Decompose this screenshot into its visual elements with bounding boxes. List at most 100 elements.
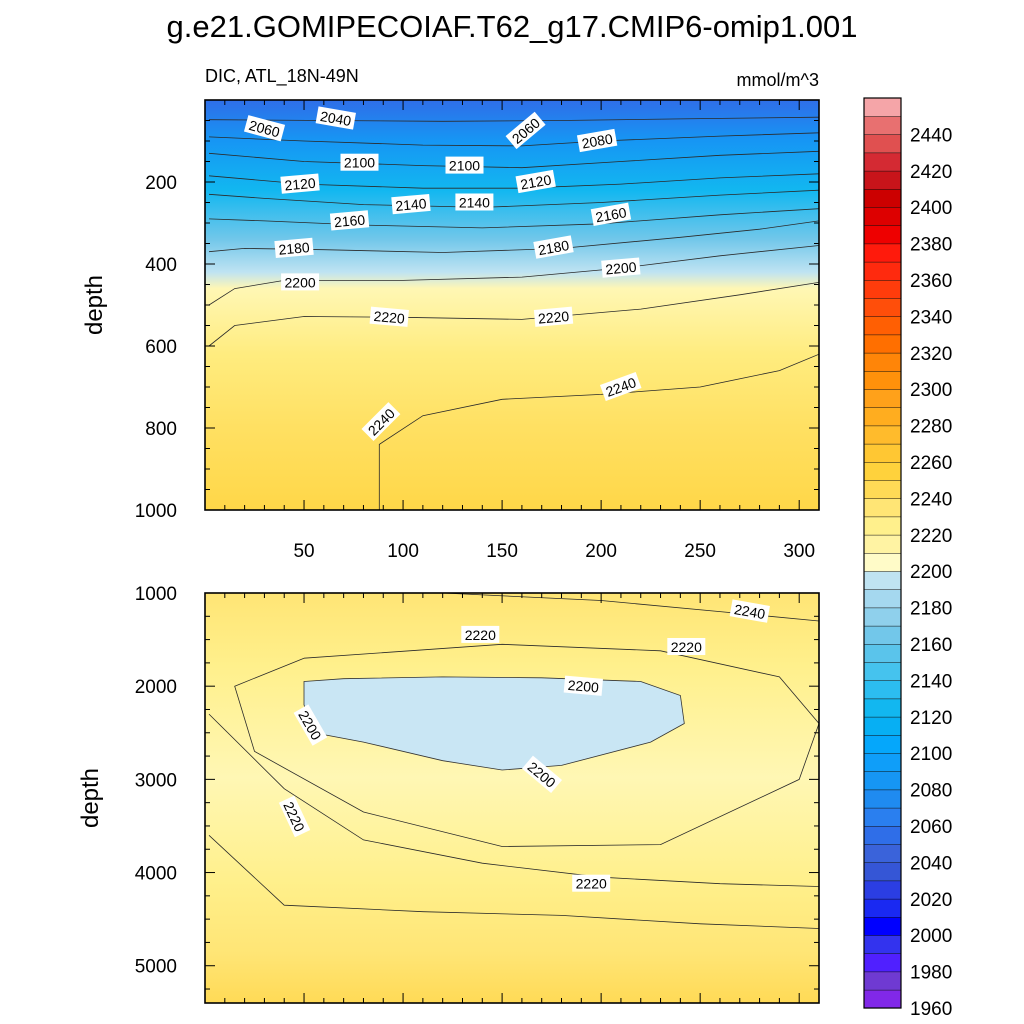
colorbar-tick-label: 2400	[910, 198, 952, 219]
contour-label-text: 2100	[344, 155, 375, 171]
colorbar-swatch	[863, 461, 902, 481]
colorbar-swatch	[863, 771, 902, 791]
colorbar-tick-label: 2020	[910, 890, 952, 911]
colorbar-tick-label: 2200	[910, 562, 952, 583]
colorbar-swatch	[863, 971, 902, 991]
colorbar-tick-label: 2140	[910, 671, 952, 692]
colorbar-swatch	[863, 716, 902, 736]
colorbar-swatch	[863, 443, 902, 463]
x-tick-label: 150	[486, 541, 518, 562]
contour-label-text: 2200	[285, 274, 316, 290]
colorbar-swatch	[863, 498, 902, 518]
lower-panel-x-axis	[224, 593, 820, 1003]
contour-label-text: 2120	[519, 171, 553, 192]
contour-label-text: 2100	[449, 158, 480, 174]
colorbar: 1960 1980 2000 2020 2040 2060 2080 2100 2120 2140…	[863, 97, 952, 1020]
contour-label-bg	[281, 273, 320, 291]
colorbar-swatch	[863, 516, 902, 536]
contour-label: 2140	[391, 193, 431, 215]
colorbar-swatch	[863, 225, 902, 245]
colorbar-swatch	[863, 570, 902, 590]
contour-label-bg	[563, 675, 604, 696]
y-tick-label: 1000	[135, 501, 177, 522]
colorbar-swatch	[863, 279, 902, 299]
contour-label: 2160	[329, 210, 370, 231]
colorbar-tick-label: 2440	[910, 125, 952, 146]
isoline-2240	[378, 353, 819, 510]
colorbar-swatch	[863, 934, 902, 954]
colorbar-swatch	[863, 643, 902, 663]
y-tick-label: 400	[145, 255, 177, 276]
colorbar-swatch	[863, 862, 902, 882]
colorbar-swatch	[863, 188, 902, 208]
contour-label-bg	[590, 202, 632, 226]
colorbar-tick-label: 2340	[910, 307, 952, 328]
y-tick-label: 2000	[135, 677, 177, 698]
colorbar-swatch	[863, 334, 902, 354]
contour-label: 2200	[601, 257, 641, 278]
isoline-2220	[208, 835, 819, 929]
colorbar-swatch	[863, 843, 902, 863]
colorbar-swatch	[863, 97, 902, 117]
colorbar-swatch	[863, 170, 902, 190]
colorbar-tick-label: 2380	[910, 235, 952, 256]
colorbar-swatch	[863, 607, 902, 627]
contour-label: 2100	[445, 156, 484, 174]
contour-label-text: 2200	[567, 677, 600, 696]
figure-title: g.e21.GOMIPECOIAF.T62_g17.CMIP6-omip1.00…	[167, 9, 858, 44]
contour-label: 2220	[572, 874, 611, 892]
x-tick-label: 200	[585, 541, 617, 562]
colorbar-swatch	[863, 425, 902, 445]
colorbar-swatch	[863, 297, 902, 317]
colorbar-swatch	[863, 680, 902, 700]
colorbar-swatch	[863, 625, 902, 645]
contour-label-bg	[280, 173, 320, 194]
panel-subtitle-units: mmol/m^3	[737, 70, 819, 90]
isoline-2220	[208, 282, 819, 347]
colorbar-tick-label: 2360	[910, 271, 952, 292]
contour-label: 2220	[667, 638, 706, 655]
colorbar-swatch	[863, 807, 902, 827]
contour-label: 2180	[533, 235, 574, 259]
contour-label-text: 2220	[671, 639, 702, 655]
contour-label-bg	[243, 115, 286, 142]
colorbar-tick-label: 2040	[910, 853, 952, 874]
colorbar-tick-label: 2420	[910, 162, 952, 183]
contour-label: 2120	[515, 169, 556, 194]
colorbar-tick-labels: 1960 1980 2000 2020 2040 2060 2080 2100 2120 2140…	[910, 125, 952, 1020]
isoline-2100	[208, 150, 819, 169]
contour-label: 2240	[729, 599, 770, 623]
contour-label: 2040	[315, 106, 356, 130]
colorbar-swatch	[863, 479, 902, 499]
contour-label-text: 2160	[333, 212, 366, 231]
colorbar-tick-label: 1980	[910, 963, 952, 984]
colorbar-swatch	[863, 115, 902, 135]
contour-label-text: 2120	[284, 175, 317, 194]
upper-panel-background	[205, 100, 819, 510]
isoline-2180	[208, 220, 819, 253]
contour-label-text: 2180	[278, 239, 311, 258]
colorbar-swatch	[863, 916, 902, 936]
colorbar-swatch	[863, 206, 902, 226]
contour-label-bg	[391, 193, 431, 215]
contour-label-text: 2220	[576, 876, 607, 892]
contour-label-bg	[455, 193, 494, 211]
lower-panel-y-axis: 1000 2000 3000 4000 5000	[135, 584, 819, 990]
colorbar-tick-label: 2260	[910, 453, 952, 474]
upper-panel-y-axis: 200 400 600 800 1000	[135, 120, 819, 522]
y-tick-label: 600	[145, 337, 177, 358]
colorbar-swatch	[863, 352, 902, 372]
colorbar-swatches	[863, 97, 902, 1009]
contour-label-text: 2220	[373, 308, 406, 327]
y-tick-label: 3000	[135, 770, 177, 791]
contour-label: 2060	[243, 115, 286, 142]
colorbar-tick-label: 2280	[910, 417, 952, 438]
contour-label-text: 2040	[319, 108, 353, 129]
x-tick-label: 300	[783, 541, 815, 562]
colorbar-frame	[863, 97, 902, 1009]
colorbar-swatch	[863, 789, 902, 809]
contour-label: 2180	[274, 237, 314, 259]
colorbar-swatch	[863, 953, 902, 973]
